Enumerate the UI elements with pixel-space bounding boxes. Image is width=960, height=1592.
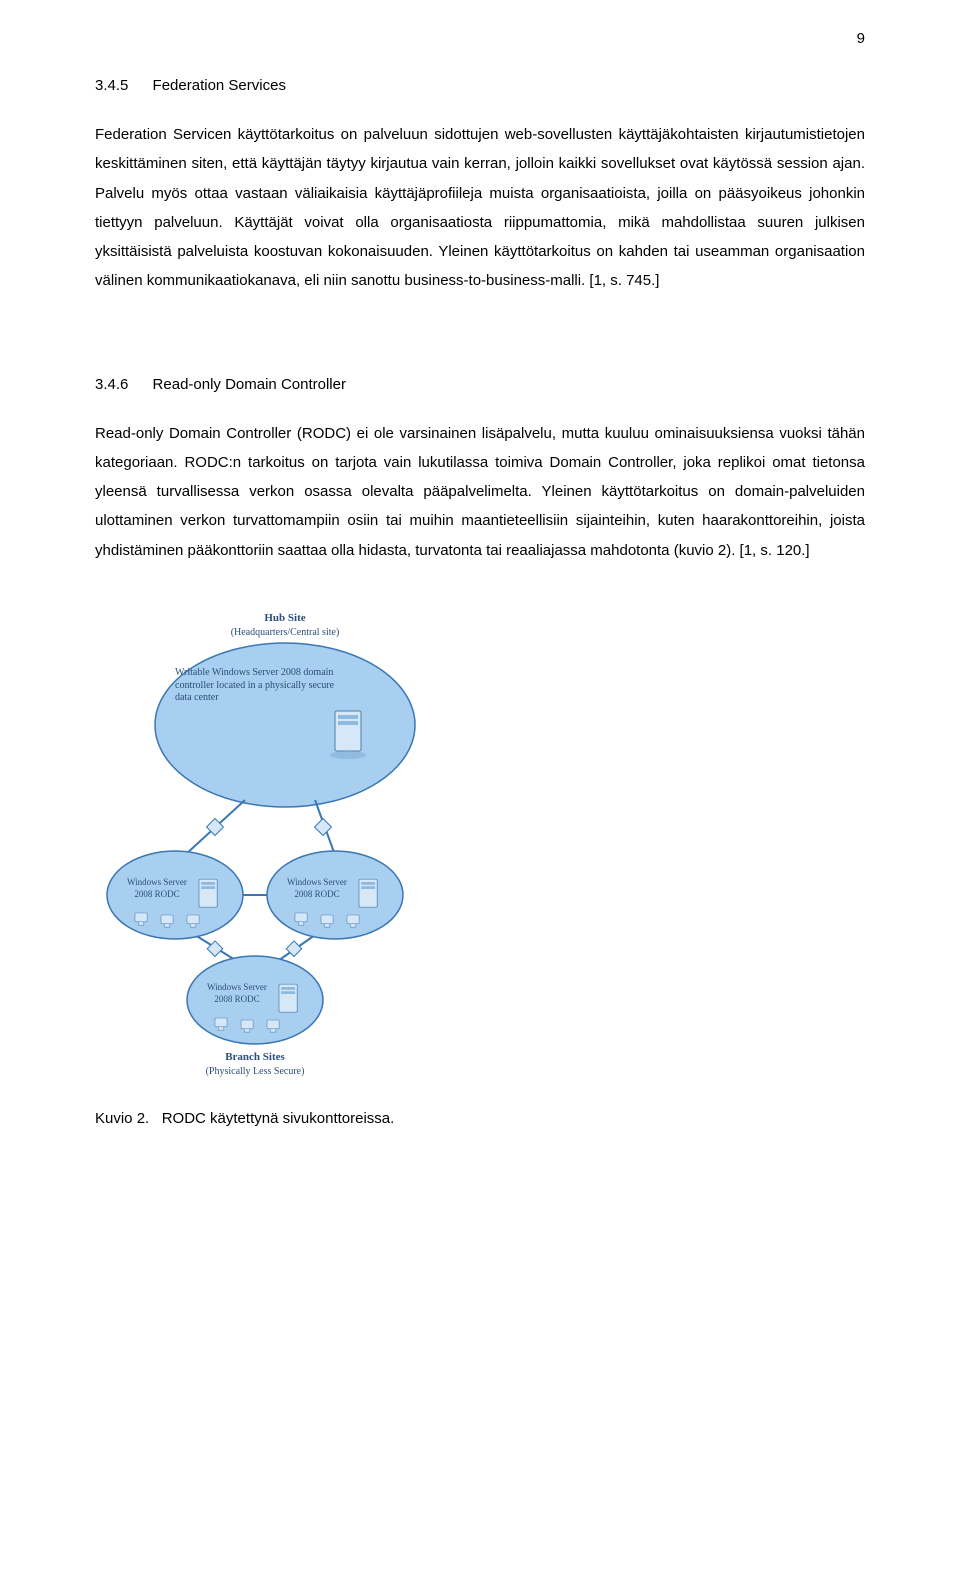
section-title: Federation Services [153, 77, 286, 94]
section-number: 3.4.6 [95, 376, 128, 393]
section-heading-2: 3.4.6 Read-only Domain Controller [95, 376, 865, 393]
figure-caption: Kuvio 2. RODC käytettynä sivukonttoreiss… [95, 1110, 865, 1127]
server-icon [359, 879, 377, 907]
section-number: 3.4.5 [95, 77, 128, 94]
rodc-topology-diagram: Hub Site (Headquarters/Central site) Wri… [95, 605, 475, 1080]
branch-title: Branch Sites [225, 1051, 285, 1063]
figure-2: Hub Site (Headquarters/Central site) Wri… [95, 605, 865, 1127]
page-number: 9 [95, 30, 865, 47]
page: 9 3.4.5 Federation Services Federation S… [0, 0, 960, 1207]
hub-node-label-wrap: Writable Windows Server 2008 domain cont… [175, 667, 335, 747]
section2-body: Read-only Domain Controller (RODC) ei ol… [95, 419, 865, 565]
rodc-label: Windows Server [287, 877, 347, 887]
server-icon [199, 879, 217, 907]
hub-node-label: Writable Windows Server 2008 domain cont… [175, 667, 335, 705]
rodc-label: Windows Server [127, 877, 187, 887]
caption-text: RODC käytettynä sivukonttoreissa. [162, 1110, 395, 1127]
caption-prefix: Kuvio 2. [95, 1110, 149, 1127]
hub-title: Hub Site [264, 612, 305, 624]
link-plug-icon [315, 818, 332, 835]
server-icon [279, 984, 297, 1012]
rodc-label: 2008 RODC [134, 889, 179, 899]
branch-subtitle: (Physically Less Secure) [206, 1066, 305, 1077]
section-title: Read-only Domain Controller [153, 376, 346, 393]
rodc-label: Windows Server [207, 982, 267, 992]
rodc-label: 2008 RODC [294, 889, 339, 899]
rodc-label: 2008 RODC [214, 994, 259, 1004]
section1-body: Federation Servicen käyttötarkoitus on p… [95, 120, 865, 296]
section-heading-1: 3.4.5 Federation Services [95, 77, 865, 94]
hub-subtitle: (Headquarters/Central site) [231, 627, 340, 638]
